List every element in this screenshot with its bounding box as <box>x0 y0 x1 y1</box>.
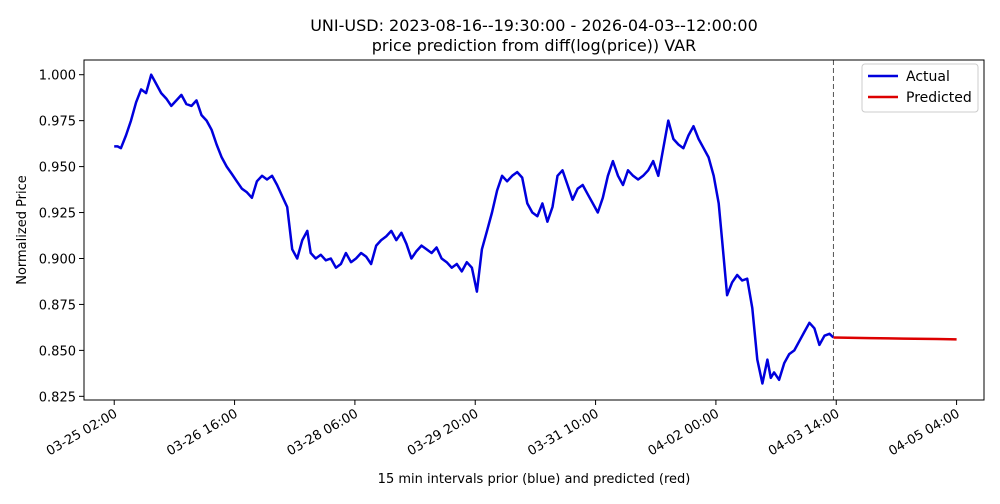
y-tick-label: 0.925 <box>39 207 76 222</box>
plot-area <box>114 60 957 400</box>
y-tick-label: 1.000 <box>39 69 76 84</box>
series-line-predicted <box>833 336 957 341</box>
x-axis-label: 15 min intervals prior (blue) and predic… <box>378 472 691 487</box>
series-line-actual <box>114 73 835 385</box>
y-tick-label: 0.950 <box>39 161 76 176</box>
chart-subtitle: price prediction from diff(log(price)) V… <box>372 36 696 55</box>
chart-title: UNI-USD: 2023-08-16--19:30:00 - 2026-04-… <box>310 16 758 35</box>
legend: Actual Predicted <box>861 63 979 113</box>
legend-label-actual: Actual <box>906 69 950 85</box>
legend-label-predicted: Predicted <box>906 90 972 106</box>
y-tick-label: 0.900 <box>39 252 76 267</box>
y-tick-label: 0.825 <box>39 390 76 405</box>
plot-frame <box>83 59 985 401</box>
y-tick-label: 0.850 <box>39 344 76 359</box>
y-axis-label: Normalized Price <box>15 175 30 285</box>
y-axis: 0.825 0.850 0.875 0.900 0.925 0.950 0.975 1.000 <box>39 69 84 405</box>
y-tick-label: 0.875 <box>39 298 76 313</box>
y-tick-label: 0.975 <box>39 115 76 130</box>
